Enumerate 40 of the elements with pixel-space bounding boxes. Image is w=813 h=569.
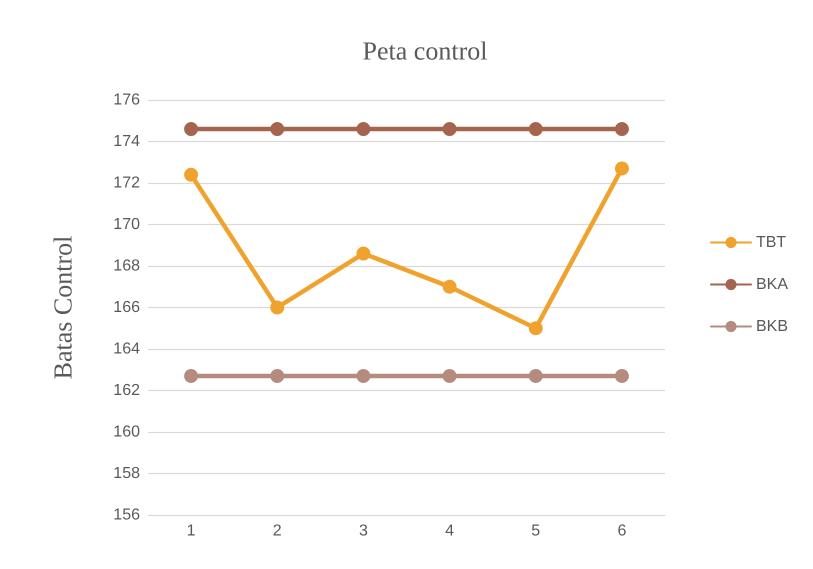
- point: [614, 161, 629, 176]
- point: [184, 168, 198, 182]
- y-tick-label: 164: [113, 340, 140, 358]
- y-tick-label: 166: [113, 299, 140, 316]
- x-tick-label: 6: [617, 522, 626, 540]
- y-tick-label: 158: [113, 465, 140, 482]
- point: [184, 122, 198, 136]
- point: [442, 122, 457, 136]
- x-tick-label: 5: [531, 522, 540, 540]
- chart-title: Peta control: [362, 36, 488, 66]
- point: [528, 122, 543, 136]
- y-tick-label: 176: [113, 92, 140, 108]
- x-tick-label: 2: [272, 522, 282, 540]
- y-tick-label: 156: [113, 506, 140, 524]
- point: [528, 368, 543, 383]
- legend-label: BKA: [756, 276, 788, 293]
- point: [270, 368, 284, 383]
- y-tick-label: 162: [113, 382, 140, 399]
- point: [356, 246, 370, 261]
- y-tick-label: 160: [113, 424, 140, 440]
- point: [184, 368, 198, 383]
- point: [356, 368, 370, 383]
- point: [442, 280, 457, 294]
- point: [356, 122, 370, 136]
- point: [270, 300, 284, 314]
- point: [442, 368, 457, 383]
- point: [528, 321, 543, 336]
- y-tick-label: 172: [113, 174, 140, 192]
- y-tick-label: 174: [113, 133, 140, 150]
- x-tick-label: 4: [445, 522, 454, 540]
- x-tick-label: 1: [186, 522, 196, 540]
- legend-label: TBT: [756, 234, 786, 251]
- legend-label: BKB: [756, 318, 788, 335]
- y-tick-label: 170: [113, 216, 140, 233]
- point: [614, 122, 629, 136]
- point: [614, 368, 629, 383]
- x-tick-label: 3: [358, 522, 368, 540]
- y-tick-label: 168: [113, 258, 140, 274]
- point: [270, 122, 284, 136]
- y-axis-title: Batas Control: [48, 236, 78, 380]
